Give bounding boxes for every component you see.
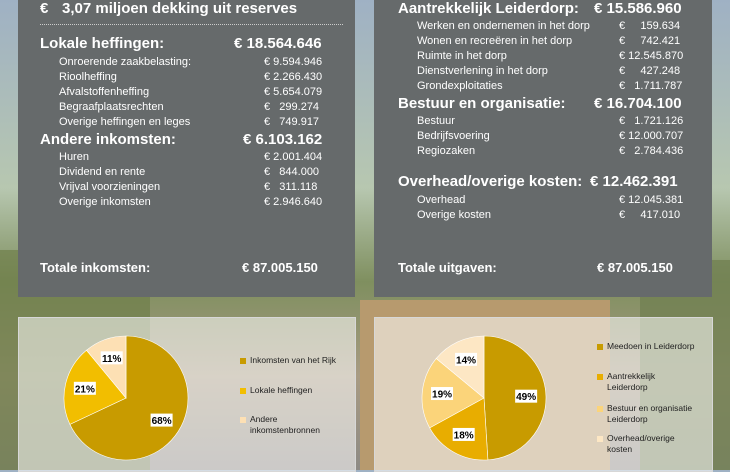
expenditure-panel: Aantrekkelijk Leiderdorp: € 15.586.960 W…: [374, 0, 712, 297]
pie-data-label: 11%: [102, 354, 122, 365]
reserves-line: 3,07 miljoen dekking uit reserves: [62, 0, 298, 17]
legend-label: Meedoen in Leiderdorp: [607, 341, 695, 351]
reserves-currency: €: [40, 0, 49, 17]
data-label-background: [100, 351, 123, 365]
pie-slice: [483, 335, 547, 461]
income-panel: € 3,07 miljoen dekking uit reserves Loka…: [18, 0, 355, 297]
item-label: Bedrijfsvoering: [417, 130, 490, 142]
item-value: € 2.266.430: [264, 71, 323, 83]
item-label: Grondexploitaties: [417, 80, 503, 92]
item-value: € 12.045.381: [619, 194, 684, 206]
total-income-label: Totale inkomsten:: [40, 260, 151, 275]
pie-data-label: 18%: [454, 430, 474, 441]
item-label: Bestuur: [417, 115, 455, 127]
item-label: Wonen en recreëren in het dorp: [417, 35, 573, 47]
item-label: Werken en ondernemen in het dorp: [417, 20, 590, 32]
pie-slice: [435, 335, 485, 399]
item-value: € 2.946.640: [264, 196, 323, 208]
item-label: Regiozaken: [417, 145, 476, 157]
item-value: € 159.634: [619, 20, 681, 32]
section-title: Bestuur en organisatie:: [398, 95, 566, 112]
item-label: Ruimte in het dorp: [417, 50, 507, 62]
item-label: Onroerende zaakbelasting:: [59, 56, 192, 68]
legend-label: Overhead/overige kosten: [607, 433, 675, 454]
legend-swatch: [240, 358, 246, 364]
income-legend: Inkomsten van het Rijk Lokale heffingen …: [19, 318, 355, 471]
item-value: € 844.000: [264, 166, 320, 178]
pie-data-label: 19%: [432, 390, 452, 401]
item-value: € 12.000.707: [619, 130, 684, 142]
section-title: Lokale heffingen:: [40, 35, 165, 52]
item-value: € 1.721.126: [619, 115, 684, 127]
expenditure-legend: Meedoen in Leiderdorp Aantrekkelijk Leid…: [375, 318, 712, 471]
item-value: € 2.784.436: [619, 145, 684, 157]
data-label-background: [455, 352, 478, 366]
item-value: € 12.545.870: [619, 50, 684, 62]
data-label-background: [452, 427, 475, 441]
data-label-background: [515, 389, 538, 403]
legend-label: Bestuur en organisatie Leiderdorp: [607, 403, 693, 424]
item-label: Dividend en rente: [59, 166, 146, 178]
item-label: Huren: [59, 151, 89, 163]
item-value: € 417.010: [619, 209, 681, 221]
item-label: Overige heffingen en leges: [59, 116, 191, 128]
pie-slice: [69, 335, 189, 461]
legend-swatch: [240, 388, 246, 394]
legend-label: Aantrekkelijk Leiderdorp: [607, 371, 656, 392]
section-title: Overhead/overige kosten:: [398, 173, 583, 190]
income-chart-box: 68% 21% 11% Inkomsten van het Rijk Lokale …: [18, 317, 356, 472]
item-label: Overige inkomsten: [59, 196, 151, 208]
item-label: Begraafplaatsrechten: [59, 101, 164, 113]
item-value: € 311.118: [264, 181, 318, 193]
section-total: € 16.704.100: [594, 95, 682, 112]
pie-data-label: 49%: [516, 392, 536, 403]
item-label: Vrijval voorzieningen: [59, 181, 161, 193]
data-label-background: [431, 387, 454, 401]
legend-label: Inkomsten van het Rijk: [250, 355, 336, 365]
section-total: € 18.564.646: [234, 35, 322, 52]
data-label-background: [73, 381, 96, 395]
total-expenditure-label: Totale uitgaven:: [398, 260, 497, 275]
item-label: Rioolheffing: [59, 71, 117, 83]
pie-data-label: 14%: [456, 355, 476, 366]
legend-swatch: [597, 374, 603, 380]
income-pie-chart: 68% 21% 11%: [63, 335, 189, 461]
pie-data-label: 68%: [152, 416, 172, 427]
expenditure-chart-box: 49% 18% 19% 14% Meedoen in Leiderdorp Aantr…: [374, 317, 713, 472]
item-value: € 2.001.404: [264, 151, 323, 163]
section-title: Aantrekkelijk Leiderdorp:: [398, 0, 579, 17]
legend-swatch: [597, 436, 603, 442]
section-total: € 15.586.960: [594, 0, 682, 17]
item-label: Afvalstoffenheffing: [59, 86, 150, 98]
total-expenditure-value: € 87.005.150: [597, 260, 673, 275]
legend-swatch: [597, 344, 603, 350]
total-income-value: € 87.005.150: [242, 260, 318, 275]
item-value: € 5.654.079: [264, 86, 323, 98]
pie-data-label: 21%: [75, 384, 95, 395]
legend-label: Lokale heffingen: [250, 385, 313, 395]
item-value: € 749.917: [264, 116, 320, 128]
expenditure-pie-chart: 49% 18% 19% 14%: [421, 335, 547, 461]
section-total: € 12.462.391: [590, 173, 678, 190]
section-title: Andere inkomsten:: [40, 131, 176, 148]
item-value: € 1.711.787: [619, 80, 683, 92]
item-label: Dienstverlening in het dorp: [417, 65, 548, 77]
item-value: € 299.274: [264, 101, 320, 113]
data-label-background: [150, 413, 173, 427]
item-value: € 427.248: [619, 65, 681, 77]
item-value: € 742.421: [619, 35, 681, 47]
item-label: Overige kosten: [417, 209, 491, 221]
legend-swatch: [597, 406, 603, 412]
item-label: Overhead: [417, 194, 466, 206]
divider: [40, 24, 343, 25]
item-value: € 9.594.946: [264, 56, 323, 68]
legend-label: Andere inkomstenbronnen: [250, 414, 320, 435]
legend-swatch: [240, 417, 246, 423]
section-total: € 6.103.162: [243, 131, 323, 148]
